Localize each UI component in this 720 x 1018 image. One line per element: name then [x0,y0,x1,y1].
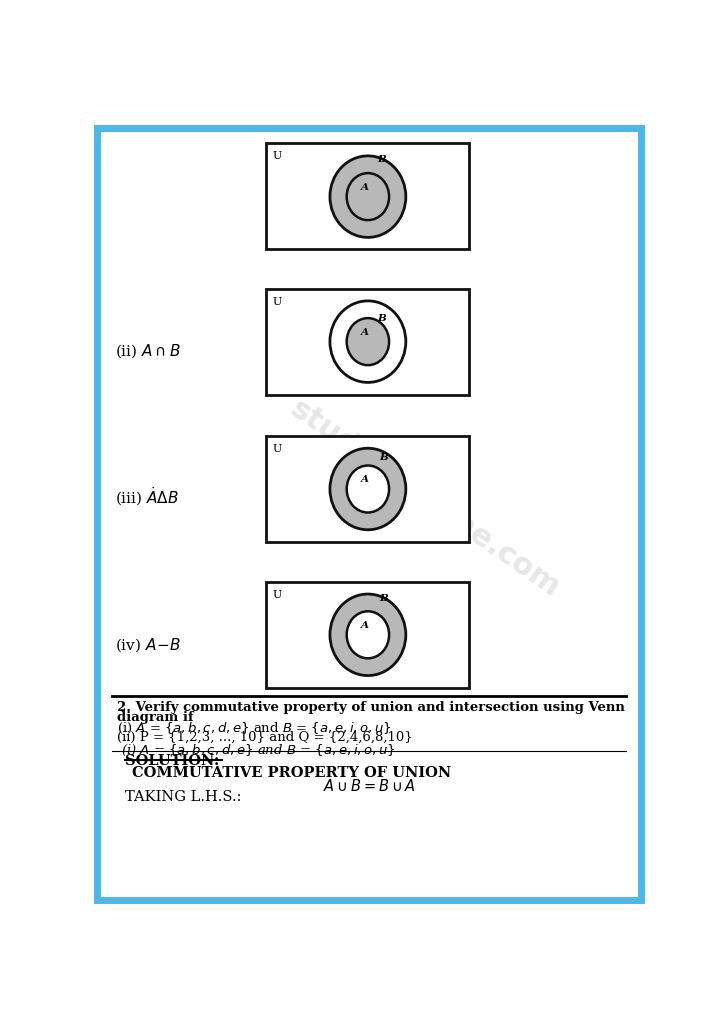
Text: U: U [272,151,282,161]
Bar [266,582,469,688]
Text: $A \cup B = B \cup A$: $A \cup B = B \cup A$ [323,778,415,794]
Text: U: U [272,297,282,307]
Text: B: B [377,314,386,323]
Ellipse shape [330,156,406,237]
Text: studyforhome.com: studyforhome.com [284,394,565,603]
Ellipse shape [347,611,389,659]
Text: A: A [361,621,369,630]
Text: COMMUTATIVE PROPERTY OF UNION: COMMUTATIVE PROPERTY OF UNION [132,766,451,780]
Text: (ii) $A \cap B$: (ii) $A \cap B$ [115,343,181,360]
Text: A: A [361,328,369,337]
Text: TAKING L.H.S.:: TAKING L.H.S.: [125,790,241,804]
Ellipse shape [347,173,389,220]
Text: U: U [272,590,282,601]
Text: B: B [379,595,388,604]
Text: A: A [361,182,369,191]
Text: SOLUTION:: SOLUTION: [125,754,219,768]
Ellipse shape [347,318,389,365]
Text: B: B [379,453,388,462]
Text: (i) $A$ = $\{a, b, c, d, e\}$ and $B$ = $\{a, e, i, o, u\}$: (i) $A$ = $\{a, b, c, d, e\}$ and $B$ = … [121,743,395,758]
Text: B: B [377,155,386,164]
Ellipse shape [330,448,406,529]
Bar [266,289,469,395]
Ellipse shape [347,465,389,512]
Ellipse shape [330,301,406,383]
Text: (iv) $A\!-\!B$: (iv) $A\!-\!B$ [115,636,181,654]
Text: diagram if: diagram if [117,711,194,724]
Text: (ii) P = {1,2,3, ..., 10} and Q = {2,4,6,8,10}: (ii) P = {1,2,3, ..., 10} and Q = {2,4,6… [117,731,413,744]
Text: A: A [361,475,369,485]
Text: (iii) $\dot{A}\Delta B$: (iii) $\dot{A}\Delta B$ [115,486,179,508]
Text: 2. Verify commutative property of union and intersection using Venn: 2. Verify commutative property of union … [117,700,625,714]
Text: U: U [272,444,282,454]
Bar [266,437,469,543]
Text: (i) $A$ = $\{a, b, c, d, e\}$ and $B$ = $\{a, e, i, o, u\}$: (i) $A$ = $\{a, b, c, d, e\}$ and $B$ = … [117,721,392,736]
Bar [266,144,469,249]
Ellipse shape [330,595,406,676]
